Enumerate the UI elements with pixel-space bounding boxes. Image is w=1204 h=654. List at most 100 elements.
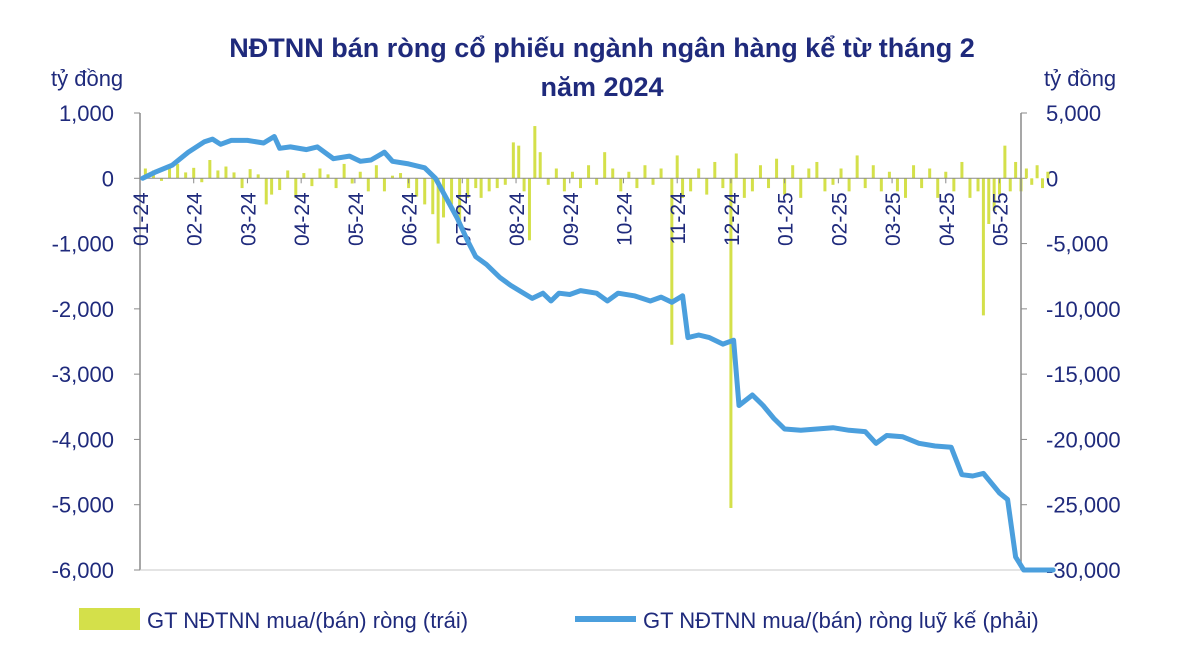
daily-net-bar: [681, 178, 685, 198]
daily-net-bar: [399, 173, 403, 179]
daily-net-bar: [200, 178, 204, 183]
right-tick-label: 0: [1046, 166, 1058, 191]
cumulative-line: [140, 134, 1056, 573]
daily-net-bar: [334, 178, 338, 189]
daily-net-bar: [415, 178, 419, 197]
daily-net-bar: [382, 178, 386, 192]
left-axis: 1,000 0 -1,000 -2,000 -3,000 -4,000 -5,000 -6,0…: [52, 101, 140, 583]
daily-net-bar: [936, 178, 940, 198]
daily-net-bar: [495, 178, 499, 189]
daily-net-bar: [992, 178, 996, 211]
x-tick-label: 01-24: [130, 192, 153, 246]
daily-net-bar: [831, 178, 835, 185]
right-tick-label: -30,000: [1046, 558, 1121, 583]
daily-net-bar: [960, 161, 964, 179]
daily-net-bar: [579, 178, 582, 189]
daily-net-bar: [895, 178, 899, 192]
daily-net-bar: [815, 161, 819, 179]
daily-net-bar: [168, 166, 172, 179]
daily-net-bar: [855, 155, 859, 179]
daily-net-bar: [224, 166, 228, 179]
daily-net-bar: [783, 178, 787, 195]
daily-net-bar: [987, 178, 991, 224]
daily-net-bar: [697, 168, 701, 179]
daily-net-bar: [713, 161, 717, 179]
daily-net-bar: [742, 178, 746, 198]
daily-net-bar: [216, 170, 220, 179]
legend-bar-swatch: [79, 608, 140, 630]
daily-net-bar: [517, 145, 521, 179]
daily-net-bar: [474, 178, 478, 189]
daily-net-bar: [758, 165, 762, 179]
daily-net-bar: [1003, 145, 1007, 179]
daily-net-bar: [968, 178, 972, 198]
daily-net-bar: [232, 172, 236, 179]
daily-net-bar: [887, 171, 891, 179]
daily-net-bar: [436, 178, 440, 244]
x-tick-label: 10-24: [613, 192, 636, 246]
legend-bar-label: GT NĐTNN mua/(bán) ròng (trái): [147, 608, 468, 633]
right-tick-label: -15,000: [1046, 362, 1121, 387]
daily-net-bar: [554, 168, 558, 179]
daily-net-bar: [823, 178, 827, 192]
daily-net-bar: [635, 178, 639, 189]
left-tick-label: -6,000: [52, 558, 114, 583]
legend-line-label: GT NĐTNN mua/(bán) ròng luỹ kế (phải): [643, 608, 1039, 633]
daily-net-bar: [587, 165, 591, 179]
right-tick-label: -25,000: [1046, 493, 1121, 518]
x-tick-label: 03-25: [882, 192, 905, 246]
left-tick-label: -2,000: [52, 297, 114, 322]
x-tick-label: 08-24: [506, 192, 529, 246]
bar-series: [143, 126, 1050, 508]
daily-net-bar: [176, 163, 180, 179]
x-tick-label: 05-24: [345, 192, 368, 246]
daily-net-bar: [286, 170, 290, 179]
x-tick-label: 11-24: [667, 192, 690, 244]
daily-net-bar: [1024, 168, 1028, 179]
daily-net-bar: [570, 171, 574, 179]
daily-net-bar: [944, 171, 948, 179]
daily-net-bar: [659, 168, 663, 179]
daily-net-bar: [807, 168, 811, 179]
daily-net-bar: [976, 178, 980, 192]
x-tick-label: 09-24: [560, 192, 583, 246]
daily-net-bar: [248, 169, 252, 179]
daily-net-bar: [143, 168, 147, 179]
left-tick-label: 1,000: [59, 101, 114, 126]
daily-net-bar: [358, 171, 362, 179]
x-tick-label: 05-25: [990, 192, 1013, 246]
right-tick-label: -10,000: [1046, 297, 1121, 322]
daily-net-bar: [546, 178, 550, 185]
daily-net-bar: [294, 178, 298, 198]
daily-net-bar: [775, 158, 779, 179]
daily-net-bar: [670, 178, 674, 345]
daily-net-bar: [1040, 178, 1044, 189]
daily-net-bar: [871, 165, 875, 179]
daily-net-bar: [920, 178, 924, 189]
daily-net-bar: [431, 178, 435, 215]
legend: GT NĐTNN mua/(bán) ròng (trái) GT NĐTNN …: [79, 608, 1039, 633]
daily-net-bar: [270, 178, 274, 195]
x-tick-label: 01-25: [775, 192, 798, 246]
daily-net-bar: [264, 178, 268, 205]
daily-net-bar: [791, 165, 795, 179]
daily-net-bar: [998, 178, 1002, 195]
daily-net-bar: [981, 178, 985, 316]
daily-net-bar: [1014, 161, 1018, 179]
daily-net-bar: [611, 168, 615, 179]
x-tick-label: 06-24: [399, 192, 422, 246]
daily-net-bar: [721, 178, 725, 189]
daily-net-bar: [342, 163, 346, 179]
daily-net-bar: [522, 178, 526, 192]
line-series: [140, 134, 1056, 573]
right-tick-label: -5,000: [1046, 232, 1108, 257]
daily-net-bar: [423, 178, 427, 205]
daily-net-bar: [651, 178, 655, 185]
daily-net-bar: [799, 178, 803, 198]
daily-net-bar: [619, 178, 623, 192]
daily-net-bar: [1030, 178, 1034, 185]
chart-title-line-2: năm 2024: [540, 72, 663, 102]
daily-net-bar: [734, 153, 738, 179]
x-tick-label: 04-25: [936, 192, 959, 246]
daily-net-bar: [1035, 165, 1039, 179]
